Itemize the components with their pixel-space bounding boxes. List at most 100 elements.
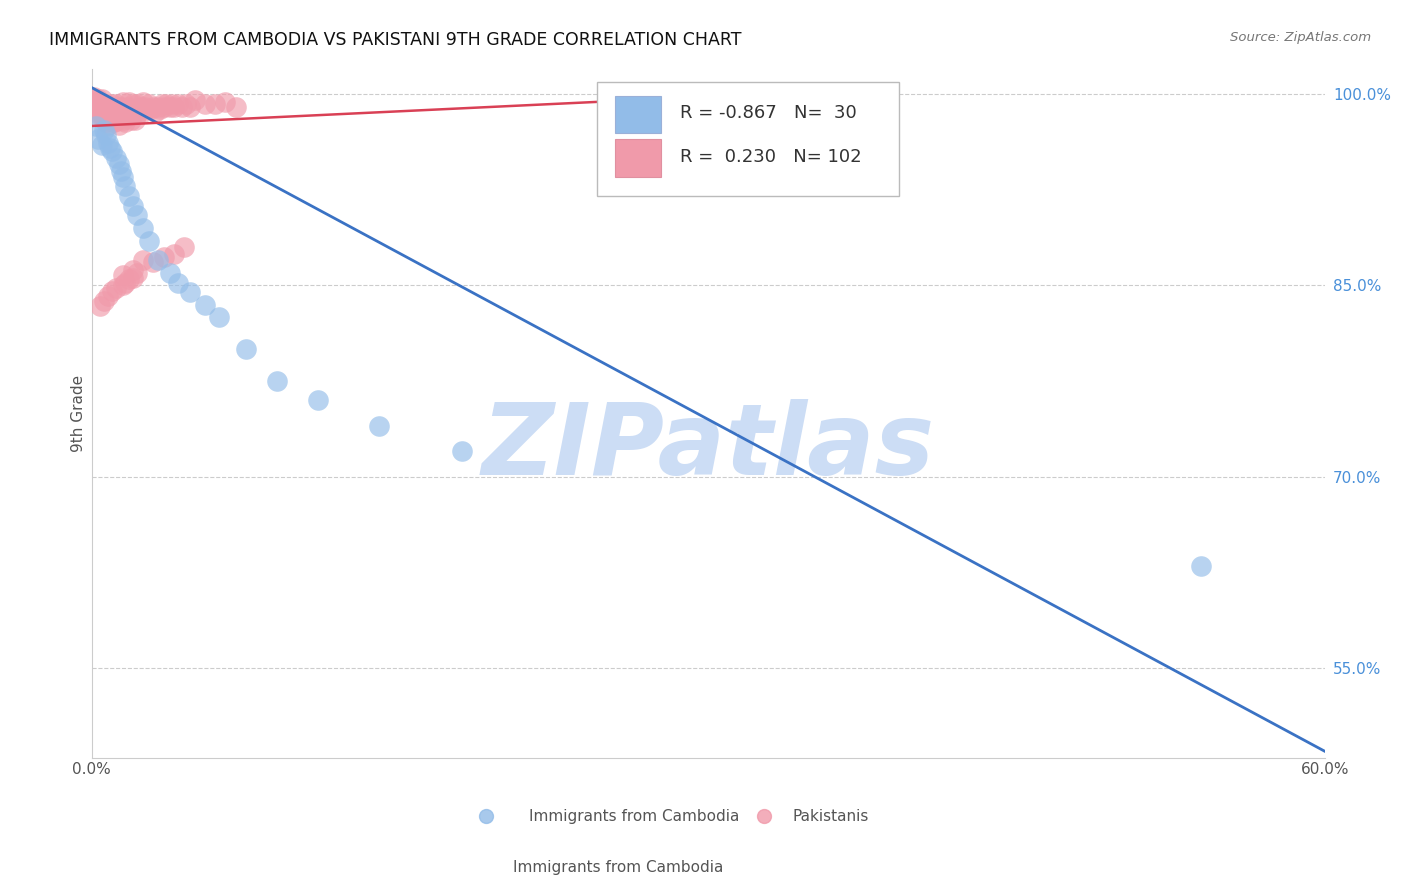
Point: [83, 92, 105, 106]
Point: [96, 128, 118, 142]
Point: [172, 100, 194, 114]
Point: [122, 270, 145, 285]
Point: [93, 106, 115, 120]
Point: [145, 104, 167, 119]
Point: [114, 276, 136, 290]
Point: [118, 272, 141, 286]
Point: [114, 115, 136, 129]
Point: [167, 276, 190, 290]
Point: [84, 119, 107, 133]
Point: [129, 100, 152, 114]
Point: [208, 310, 231, 325]
Point: [89, 100, 111, 114]
Text: Immigrants from Cambodia: Immigrants from Cambodia: [513, 860, 724, 874]
Point: [110, 163, 132, 178]
Point: [120, 103, 142, 117]
Point: [450, 444, 472, 458]
Point: [142, 255, 165, 269]
Point: [266, 374, 288, 388]
Point: [136, 103, 159, 117]
Point: [87, 106, 110, 120]
Point: [368, 418, 391, 433]
Point: [96, 104, 118, 119]
Point: [93, 122, 115, 136]
Point: [194, 97, 217, 112]
Point: [150, 97, 173, 112]
Point: [134, 100, 156, 114]
Point: [115, 110, 138, 124]
Point: [110, 110, 132, 124]
Point: [179, 100, 201, 114]
Point: [111, 95, 134, 109]
Point: [125, 208, 148, 222]
Point: [105, 151, 128, 165]
Point: [105, 113, 128, 128]
Point: [107, 118, 129, 132]
Point: [89, 109, 111, 123]
Point: [101, 103, 124, 117]
Point: [89, 103, 111, 117]
Point: [107, 107, 129, 121]
Point: [152, 251, 174, 265]
Point: [125, 266, 148, 280]
Text: IMMIGRANTS FROM CAMBODIA VS PAKISTANI 9TH GRADE CORRELATION CHART: IMMIGRANTS FROM CAMBODIA VS PAKISTANI 9T…: [49, 31, 742, 49]
Text: Pakistanis: Pakistanis: [792, 809, 869, 823]
Point: [93, 293, 115, 308]
Point: [89, 299, 111, 313]
Point: [132, 95, 155, 109]
Point: [105, 97, 128, 112]
Point: [101, 284, 124, 298]
Point: [98, 110, 121, 124]
Point: [101, 112, 124, 127]
Point: [214, 95, 236, 109]
Point: [97, 107, 120, 121]
Point: [163, 100, 186, 114]
Point: [84, 100, 107, 114]
Text: Immigrants from Cambodia: Immigrants from Cambodia: [530, 809, 740, 823]
Point: [149, 103, 172, 117]
Point: [84, 95, 107, 109]
Point: [118, 104, 141, 119]
Point: [132, 104, 155, 119]
Point: [111, 278, 134, 293]
Point: [101, 145, 124, 159]
Text: R = -0.867   N=  30: R = -0.867 N= 30: [681, 104, 856, 122]
Point: [110, 100, 132, 114]
Point: [111, 169, 134, 184]
Point: [97, 136, 120, 150]
Point: [138, 234, 160, 248]
Point: [97, 118, 120, 132]
Point: [204, 97, 226, 112]
Point: [91, 103, 114, 117]
Point: [87, 92, 110, 106]
Point: [83, 89, 105, 103]
Point: [101, 107, 124, 121]
Point: [103, 104, 125, 119]
Point: [97, 100, 120, 114]
Text: ZIPatlas: ZIPatlas: [482, 399, 935, 496]
Point: [84, 103, 107, 117]
Point: [96, 115, 118, 129]
Point: [87, 97, 110, 112]
Point: [1189, 559, 1212, 574]
Point: [159, 266, 181, 280]
Point: [173, 240, 195, 254]
Point: [179, 285, 201, 299]
Point: [152, 100, 174, 114]
Point: [118, 95, 141, 109]
Point: [93, 112, 115, 127]
Point: [141, 103, 163, 117]
Point: [120, 112, 142, 127]
Point: [83, 97, 105, 112]
Point: [122, 107, 145, 121]
Point: [111, 112, 134, 127]
Point: [235, 343, 257, 357]
Point: [194, 297, 217, 311]
Point: [160, 97, 183, 112]
Point: [125, 107, 148, 121]
Point: [103, 115, 125, 129]
Y-axis label: 9th Grade: 9th Grade: [72, 375, 86, 451]
Point: [159, 100, 181, 114]
FancyBboxPatch shape: [614, 96, 661, 133]
Point: [114, 104, 136, 119]
